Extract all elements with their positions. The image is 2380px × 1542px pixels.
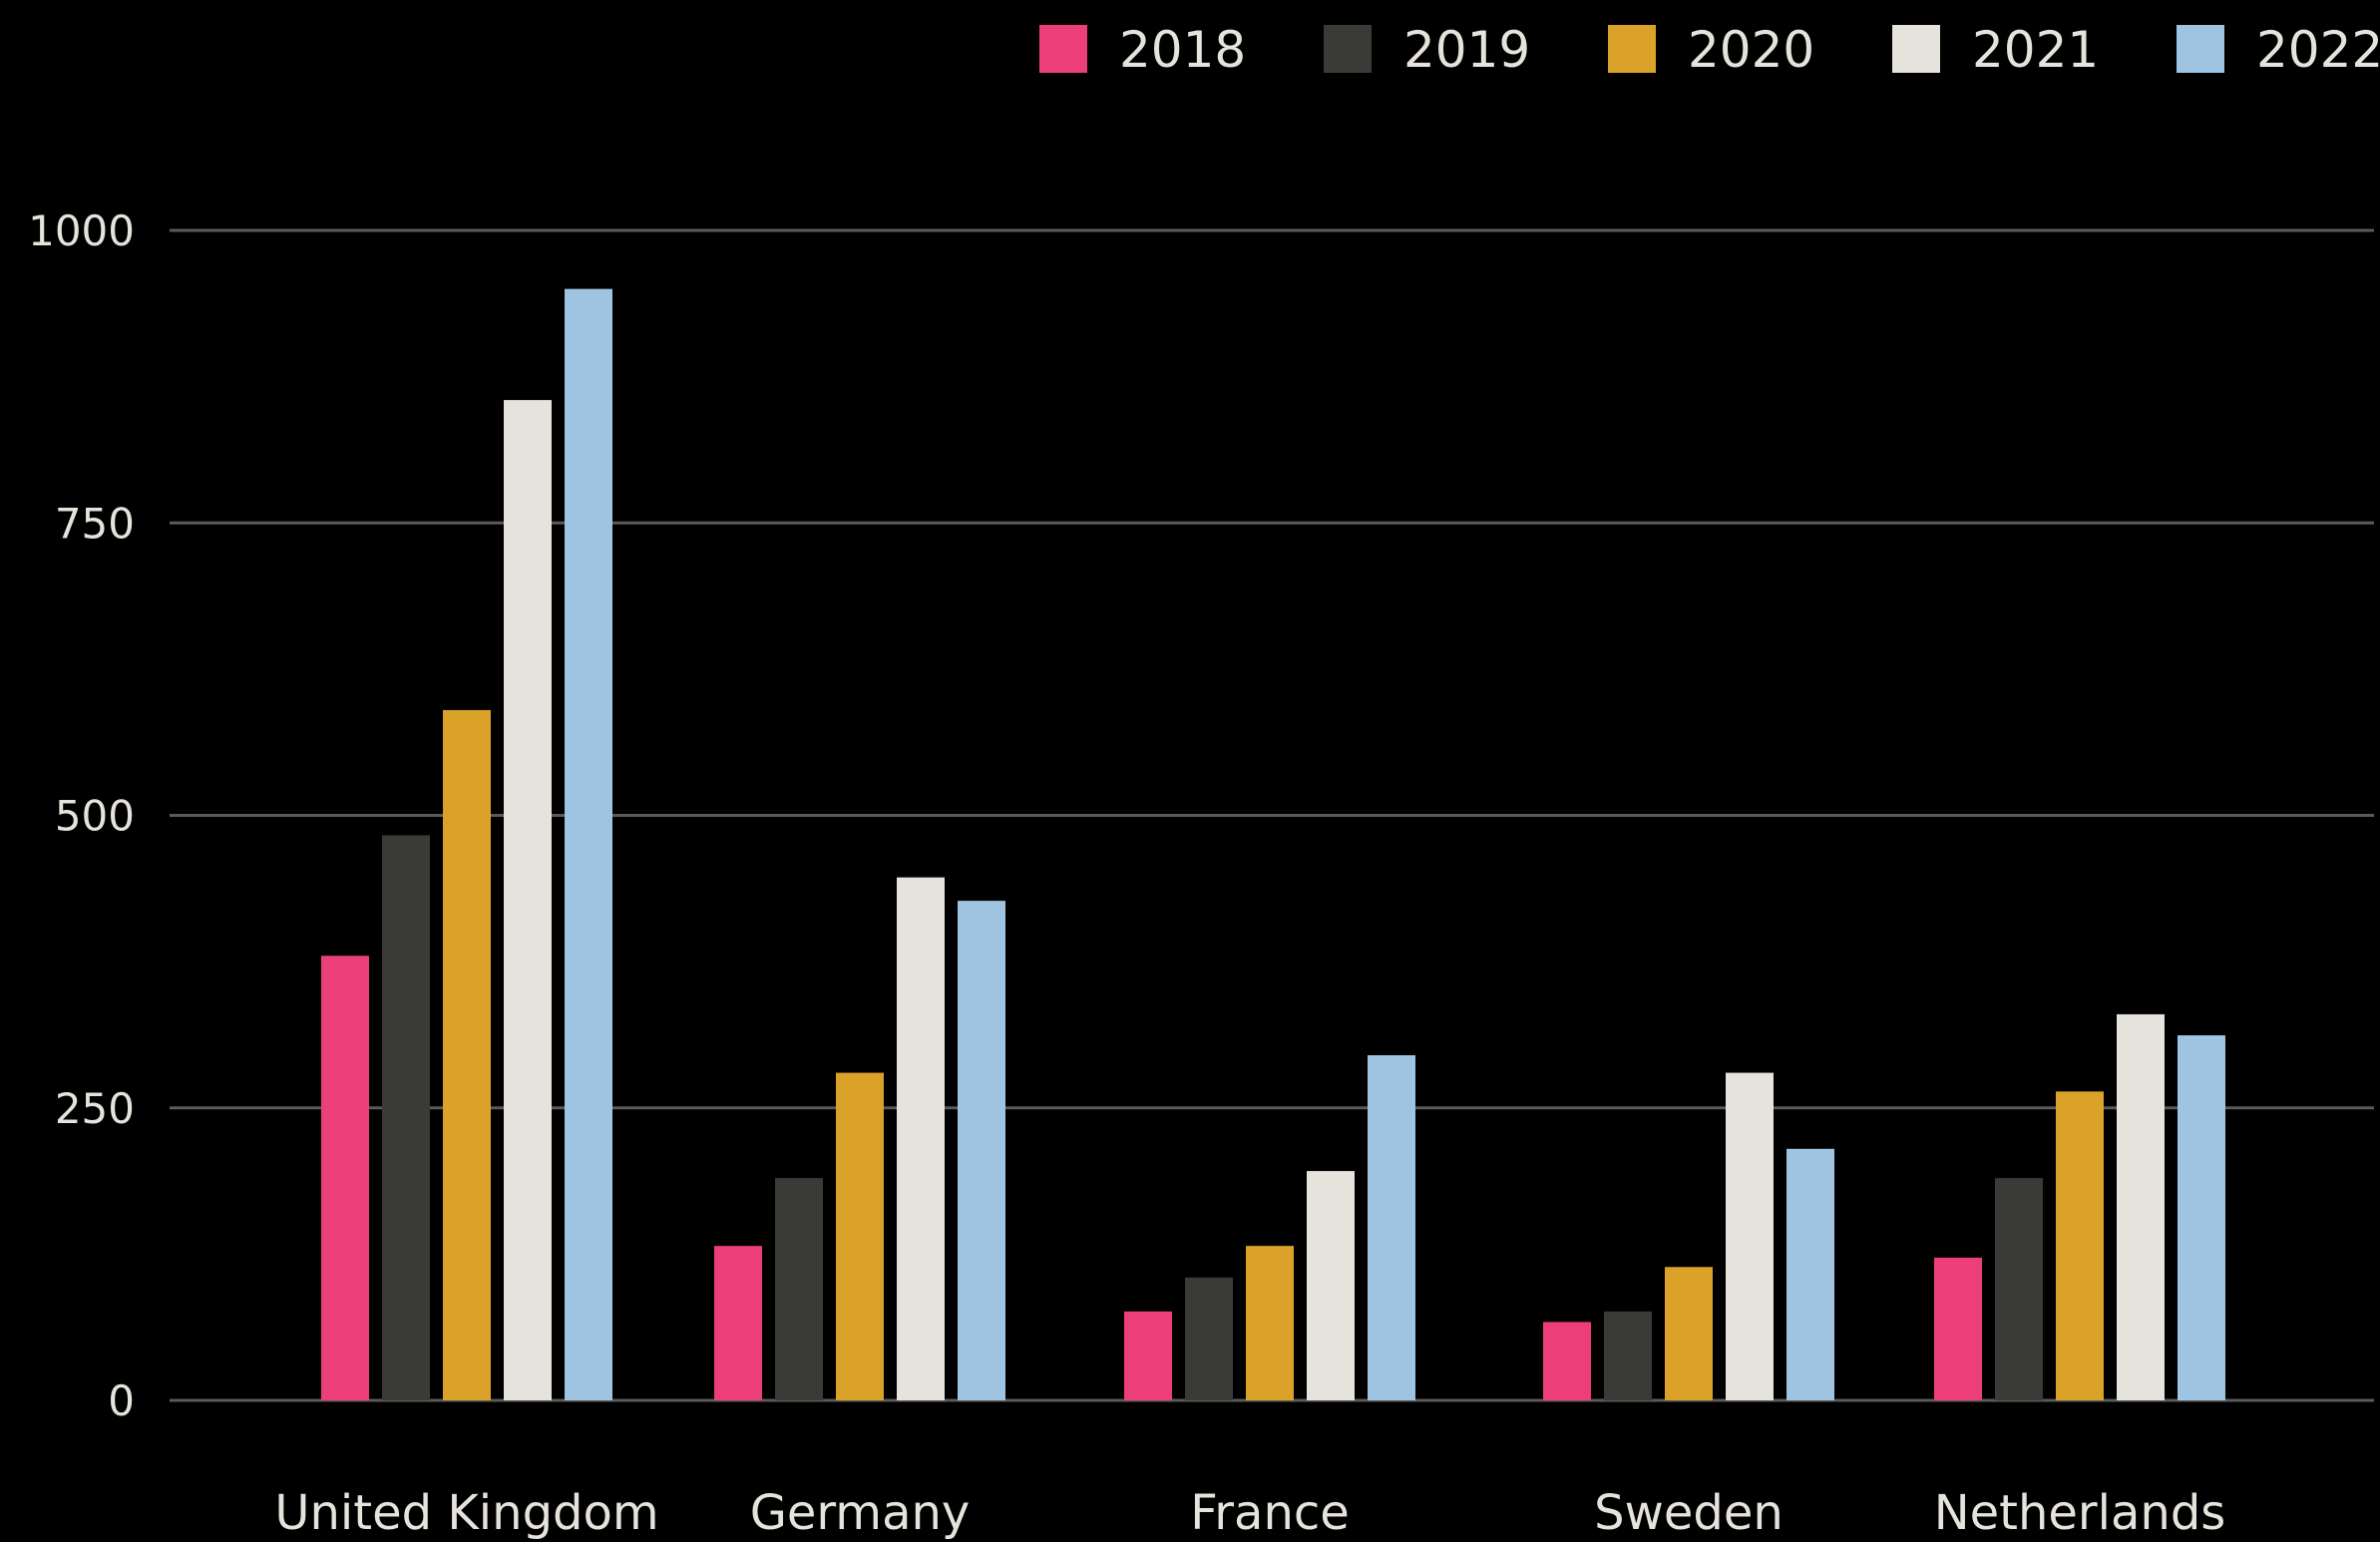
bar-2018-united-kingdom <box>321 956 369 1400</box>
bar-2022-netherlands <box>2178 1035 2225 1400</box>
bar-2021-sweden <box>1726 1072 1774 1400</box>
legend-swatch <box>1039 25 1087 73</box>
y-tick-label: 1000 <box>28 206 135 255</box>
bar-2021-netherlands <box>2117 1013 2165 1400</box>
legend-swatch <box>1324 25 1372 73</box>
legend: 2018 2019 2020 2021 2022 <box>1039 21 2380 79</box>
bar-group-sweden <box>1543 1072 1834 1400</box>
bar-2020-netherlands <box>2056 1091 2104 1400</box>
bar-2018-netherlands <box>1934 1257 1982 1400</box>
bar-2020-united-kingdom <box>443 709 491 1400</box>
bar-2019-germany <box>775 1178 823 1400</box>
bar-2019-sweden <box>1604 1311 1652 1400</box>
bar-2022-france <box>1368 1054 1415 1400</box>
legend-swatch <box>1608 25 1656 73</box>
bar-2019-netherlands <box>1995 1178 2043 1400</box>
y-tick-label: 250 <box>55 1084 135 1133</box>
legend-label: 2020 <box>1688 21 1814 79</box>
legend-label: 2021 <box>1972 21 2099 79</box>
x-tick-label: Netherlands <box>1934 1485 2226 1541</box>
bar-2021-france <box>1307 1171 1355 1400</box>
x-tick-label: France <box>1190 1485 1350 1541</box>
legend-swatch <box>1892 25 1940 73</box>
bar-2018-france <box>1124 1311 1172 1400</box>
y-tick-label: 0 <box>108 1376 135 1425</box>
y-axis-ticks: 0 250 500 750 1000 <box>28 206 135 1425</box>
gridlines <box>170 228 2374 1402</box>
legend-label: 2022 <box>2256 21 2380 79</box>
legend-item-2018: 2018 <box>1039 21 1246 79</box>
legend-item-2019: 2019 <box>1324 21 1530 79</box>
legend-label: 2018 <box>1119 21 1246 79</box>
y-tick-label: 750 <box>55 499 135 548</box>
bar-2019-united-kingdom <box>382 835 430 1400</box>
legend-label: 2019 <box>1403 21 1530 79</box>
bar-group-germany <box>714 877 1005 1400</box>
bar-2022-sweden <box>1786 1148 1834 1400</box>
bar-2018-germany <box>714 1246 762 1400</box>
legend-item-2022: 2022 <box>2177 21 2380 79</box>
bar-group-united-kingdom <box>321 288 612 1401</box>
bar-2019-france <box>1185 1277 1233 1400</box>
bar-2021-united-kingdom <box>504 400 552 1401</box>
legend-item-2020: 2020 <box>1608 21 1814 79</box>
y-tick-label: 500 <box>55 792 135 841</box>
bar-group-netherlands <box>1934 1013 2225 1400</box>
bar-2021-germany <box>897 877 945 1400</box>
x-tick-label: United Kingdom <box>274 1485 658 1541</box>
bars <box>321 288 2225 1401</box>
x-axis-labels: United Kingdom Germany France Sweden Netherl… <box>274 1485 2225 1541</box>
bar-2020-sweden <box>1665 1267 1713 1400</box>
bar-2020-france <box>1246 1246 1294 1400</box>
legend-item-2021: 2021 <box>1892 21 2099 79</box>
x-tick-label: Sweden <box>1594 1485 1784 1541</box>
bar-group-france <box>1124 1054 1415 1400</box>
legend-swatch <box>2177 25 2224 73</box>
x-tick-label: Germany <box>750 1485 971 1541</box>
bar-2022-united-kingdom <box>565 288 612 1400</box>
bar-2018-sweden <box>1543 1322 1591 1400</box>
bar-2022-germany <box>958 901 1005 1400</box>
bar-2020-germany <box>836 1072 884 1400</box>
